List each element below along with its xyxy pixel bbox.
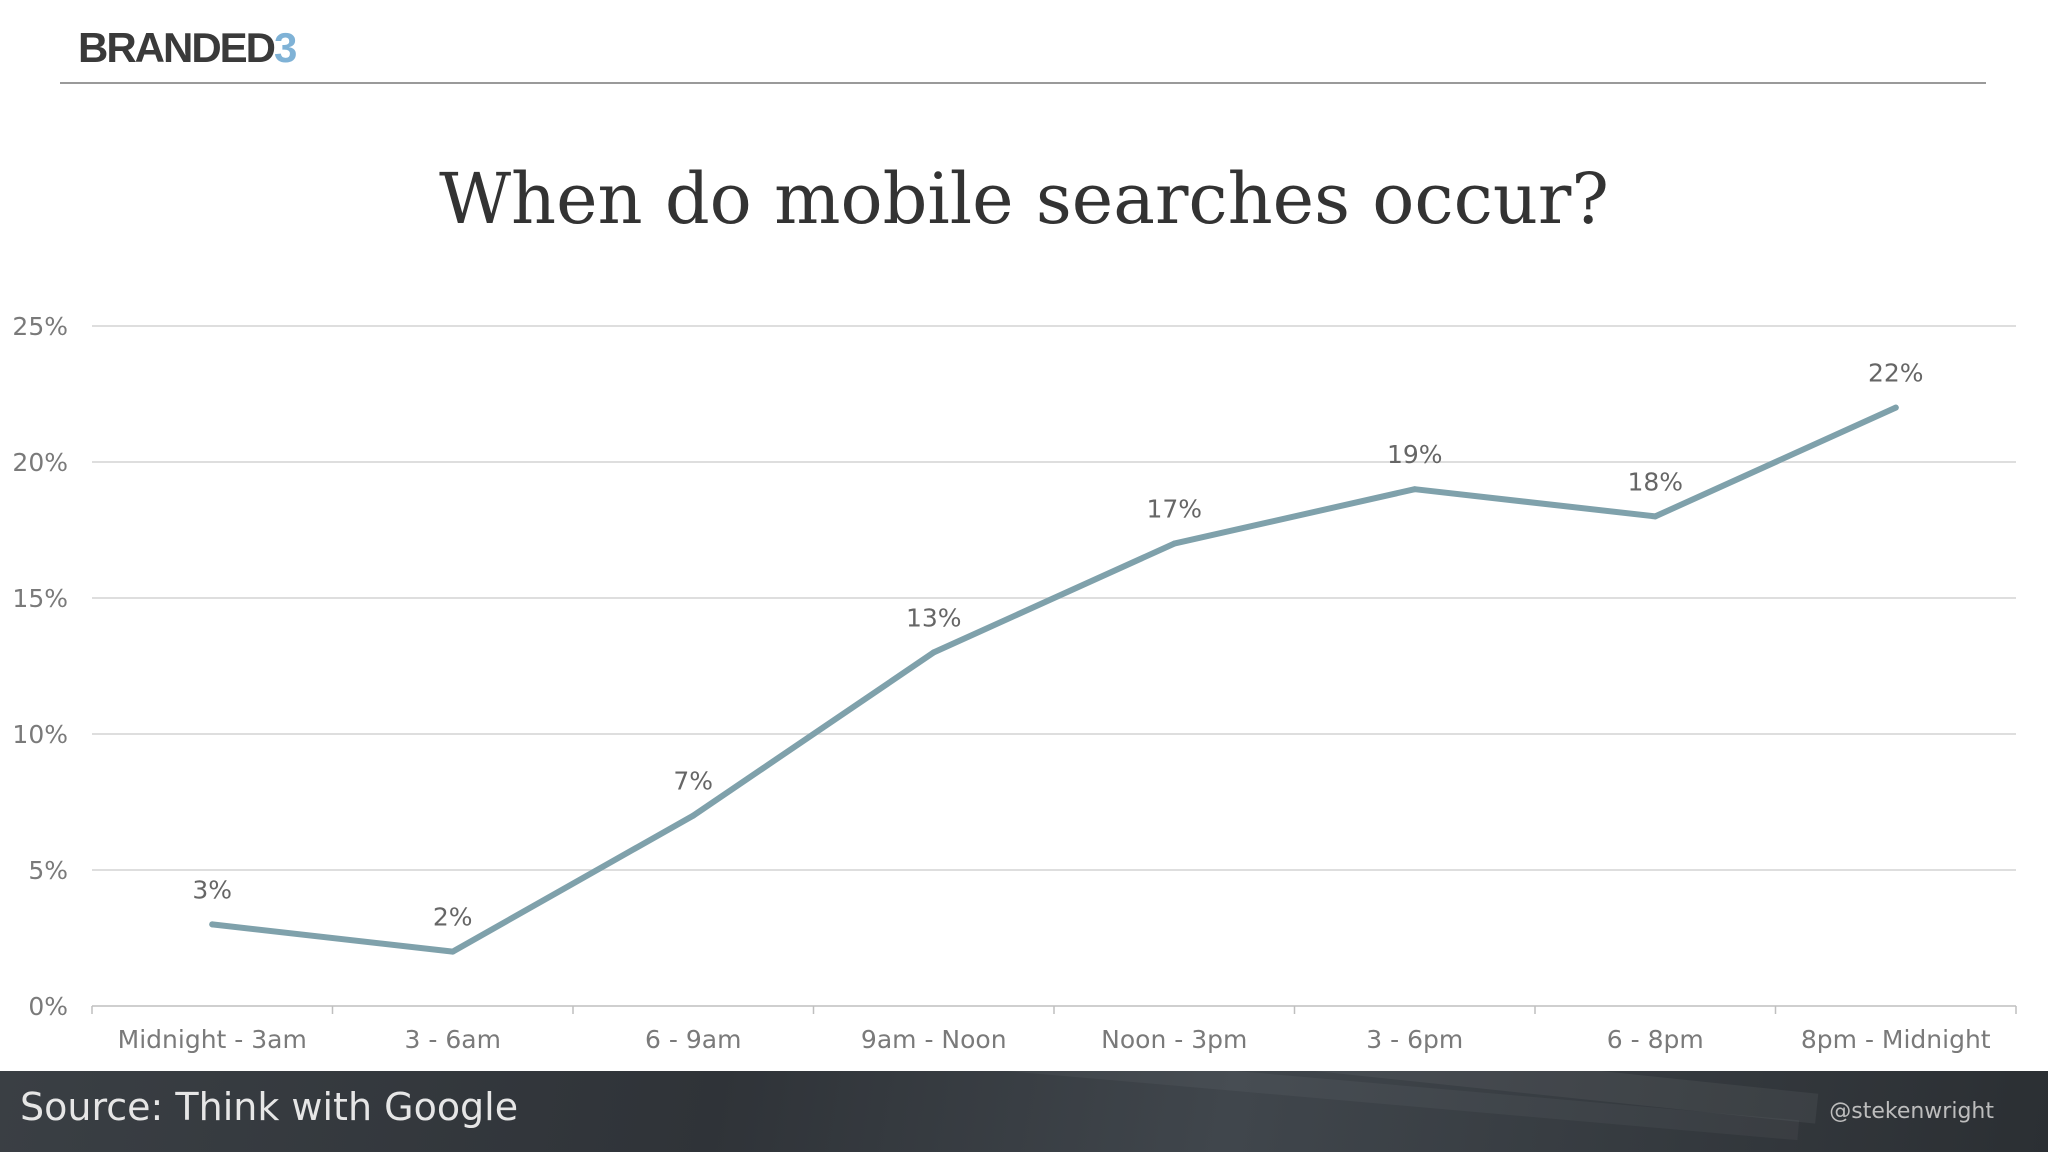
data-label: 22% [1868,359,1924,388]
y-tick-label: 10% [12,720,68,749]
x-tick-label: 3 - 6am [405,1025,501,1054]
x-axis: Midnight - 3am 3 - 6am 6 - 9am 9am - Noon No… [91,1006,2017,1054]
x-tick-label: 8pm - Midnight [1801,1025,1991,1054]
y-axis: 0% 5% 10% 15% 20% 25% [12,312,68,1021]
brand-name-accent: 3 [274,24,297,71]
x-tick-label: 3 - 6pm [1366,1025,1463,1054]
data-label: 3% [192,875,232,904]
data-label: 7% [673,767,713,796]
data-point [930,649,937,656]
data-point [1411,486,1418,493]
y-tick-label: 25% [12,312,68,341]
y-tick-label: 15% [12,584,68,613]
chart-title: When do mobile searches occur? [439,158,1609,240]
author-handle: @stekenwright [1829,1099,1994,1124]
x-tick-label: 6 - 8pm [1607,1025,1704,1054]
data-labels: 3% 2% 7% 13% 17% 19% 18% 22% [192,359,1924,955]
data-point [209,921,216,928]
x-tick-label: Midnight - 3am [118,1025,307,1054]
series-line [209,404,1899,955]
grid-lines [92,325,2016,1007]
footer-bar: Source: Think with Google @stekenwright [0,1071,2048,1152]
data-label: 13% [906,603,962,632]
data-point [690,812,697,819]
x-tick-label: 6 - 9am [645,1025,741,1054]
y-tick-label: 20% [12,448,68,477]
x-tick-label: 9am - Noon [861,1025,1007,1054]
data-label: 17% [1146,495,1202,524]
data-label: 19% [1387,440,1443,469]
data-point [1171,540,1178,547]
data-point [1652,513,1659,520]
y-tick-label: 0% [28,992,68,1021]
data-point [1892,404,1899,411]
x-tick-label: Noon - 3pm [1101,1025,1247,1054]
data-point [449,948,456,955]
header-divider [60,82,1986,84]
y-tick-label: 5% [28,856,68,885]
data-label: 2% [433,903,473,932]
data-label: 18% [1627,467,1683,496]
brand-name: BRANDED [78,24,276,71]
brand-logo: BRANDED3 [78,24,297,72]
source-credit: Source: Think with Google [20,1085,519,1129]
